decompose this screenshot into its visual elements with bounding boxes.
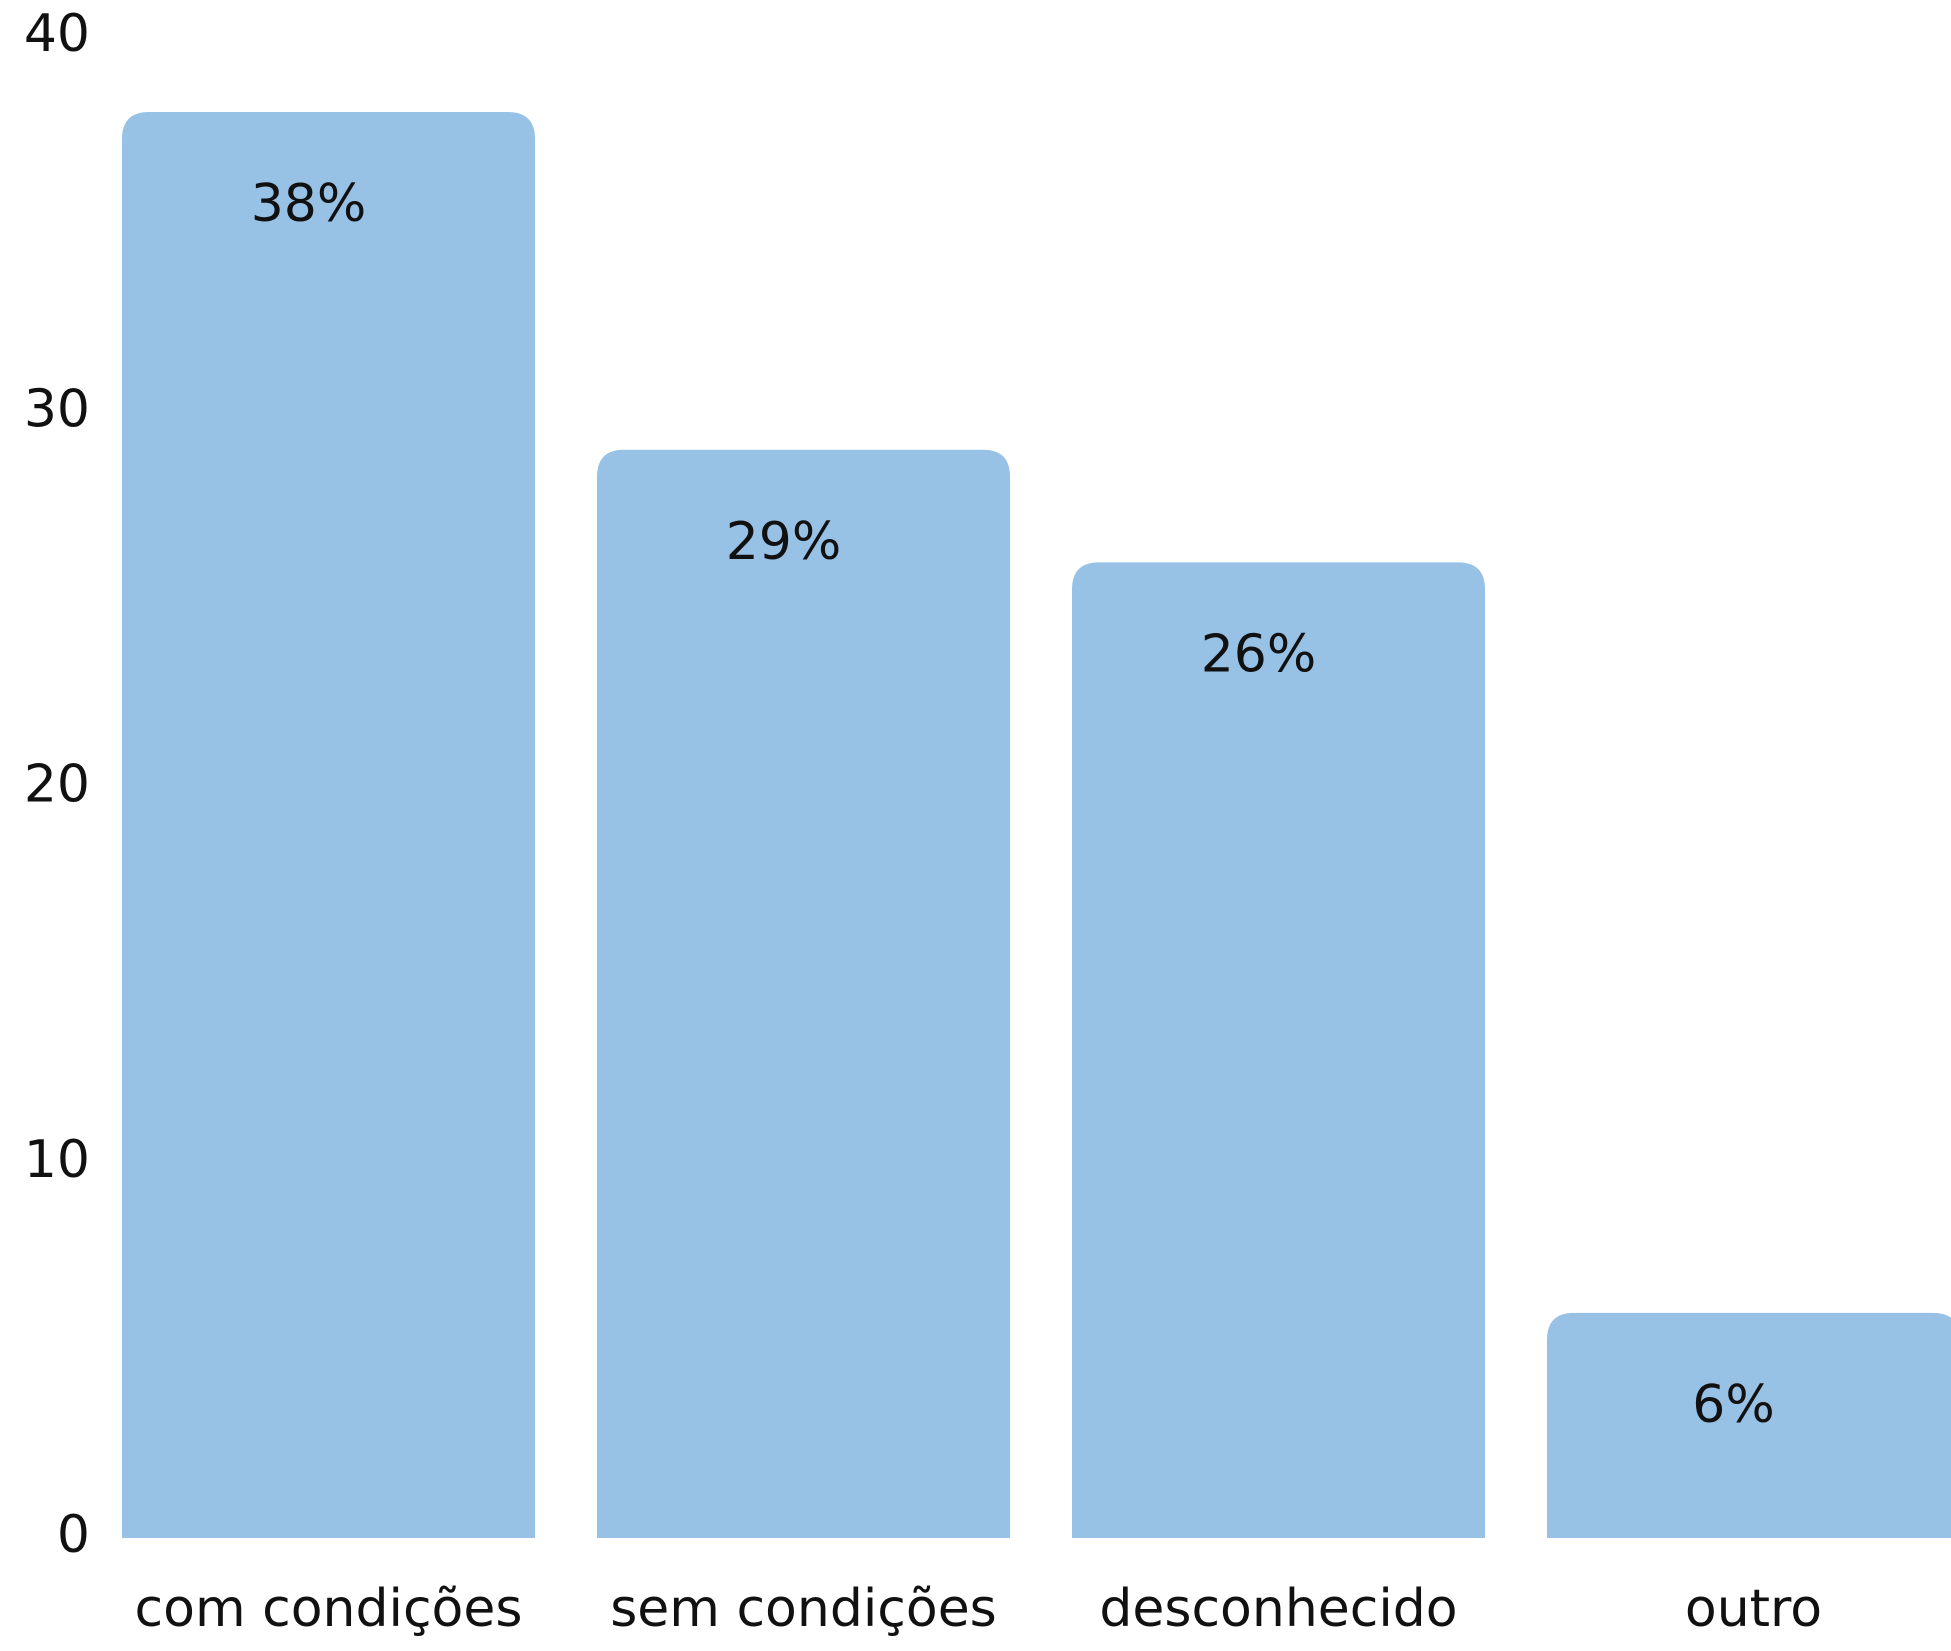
x-tick-label: outro (1685, 1579, 1822, 1639)
bar (122, 112, 535, 1538)
bar (1547, 1312, 1951, 1538)
y-tick-label: 30 (24, 379, 90, 439)
value-label: 38% (251, 174, 367, 234)
value-label: 26% (1201, 624, 1317, 684)
value-label: 29% (726, 512, 842, 572)
value-label: 6% (1692, 1375, 1775, 1435)
x-tick-label: sem condições (610, 1579, 997, 1639)
y-tick-label: 40 (24, 4, 90, 64)
bar (597, 449, 1010, 1538)
x-tick-label: com condições (135, 1579, 523, 1639)
bar (1072, 562, 1485, 1538)
y-tick-label: 20 (24, 755, 90, 815)
x-tick-label: desconhecido (1099, 1579, 1457, 1639)
y-tick-label: 10 (24, 1130, 90, 1190)
y-tick-label: 0 (57, 1505, 90, 1565)
